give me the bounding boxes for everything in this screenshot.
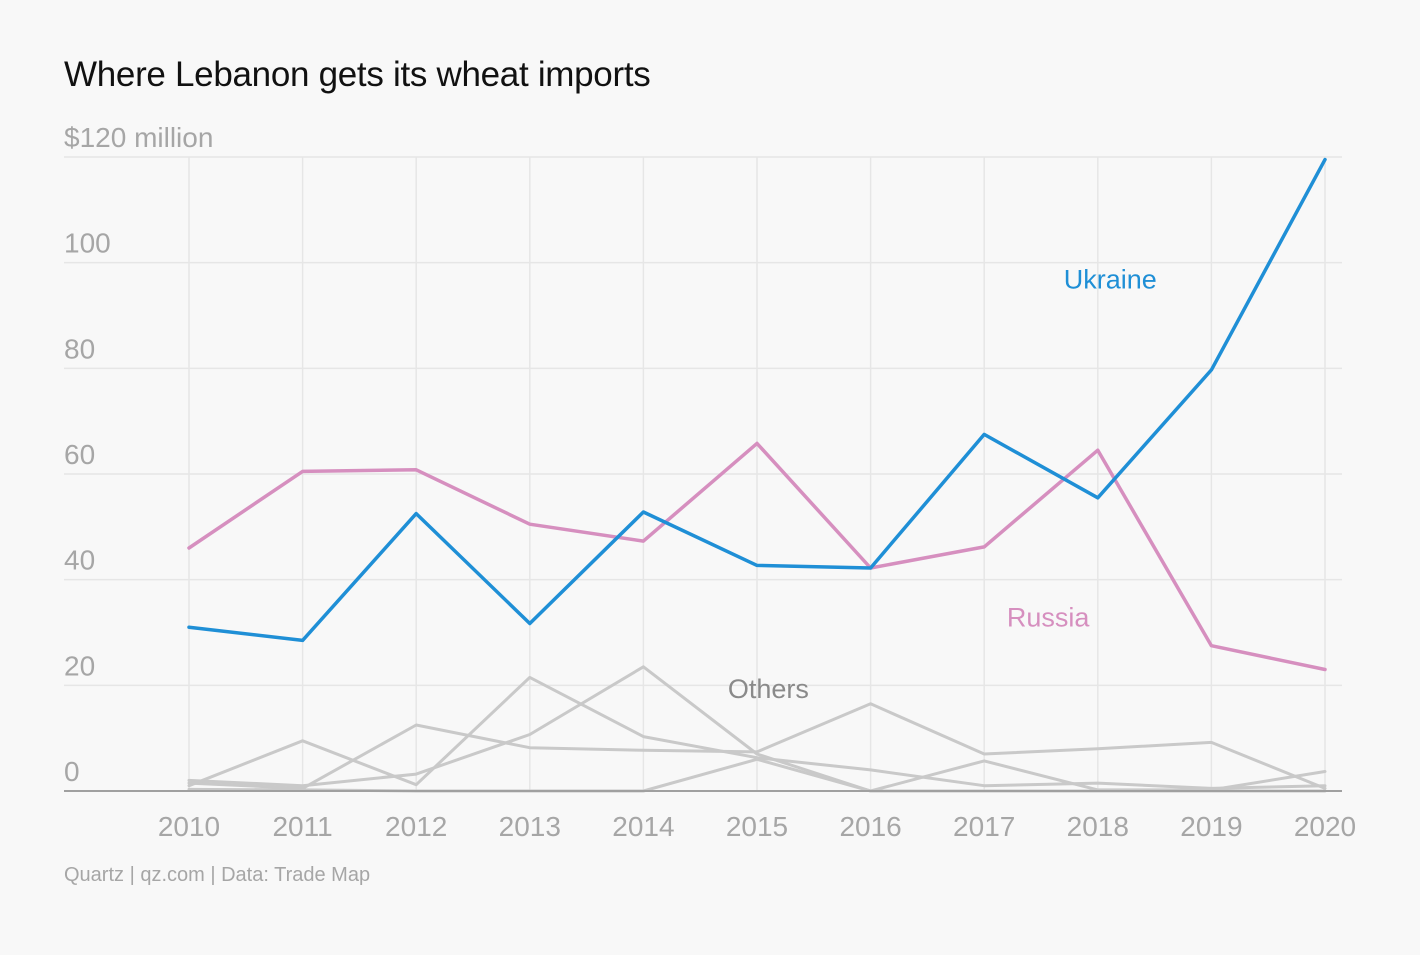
x-tick-label: 2012 (385, 811, 447, 842)
x-tick-label: 2013 (499, 811, 561, 842)
y-tick-label: 100 (64, 228, 111, 259)
x-tick-label: 2015 (726, 811, 788, 842)
series-line-russia (187, 441, 1327, 672)
x-tick-label: 2014 (612, 811, 674, 842)
x-tick-label: 2018 (1067, 811, 1129, 842)
x-axis-ticks: 2010 2011 2012 2013 2014 2015 2016 2017 2018 2019… (158, 811, 1356, 842)
source-note: Quartz | qz.com | Data: Trade Map (64, 864, 371, 886)
series-label-ukraine: Ukraine (1064, 265, 1157, 295)
series-label-russia: Russia (1007, 603, 1091, 633)
series-labels: Russia Ukraine Others (728, 265, 1157, 704)
x-tick-label: 2016 (839, 811, 901, 842)
series-line-other-4 (187, 702, 1327, 790)
x-tick-label: 2010 (158, 811, 220, 842)
y-tick-label: 0 (64, 756, 80, 787)
y-tick-label: 60 (64, 439, 95, 470)
y-tick-label: $120 million (64, 122, 213, 153)
y-tick-label: 40 (64, 545, 95, 576)
y-tick-label: 20 (64, 650, 95, 681)
series-line-other-3 (187, 675, 1327, 790)
x-tick-label: 2017 (953, 811, 1015, 842)
x-tick-label: 2020 (1294, 811, 1356, 842)
chart-title: Where Lebanon gets its wheat imports (64, 55, 651, 94)
annotation-label: Others (728, 674, 809, 704)
x-tick-label: 2019 (1180, 811, 1242, 842)
y-tick-label: 80 (64, 333, 95, 364)
series-line-ukraine (187, 157, 1327, 643)
x-tick-label: 2011 (272, 811, 332, 842)
y-axis-ticks: 0 20 40 60 80 100 $120 million (64, 122, 213, 787)
grid (64, 156, 1342, 791)
